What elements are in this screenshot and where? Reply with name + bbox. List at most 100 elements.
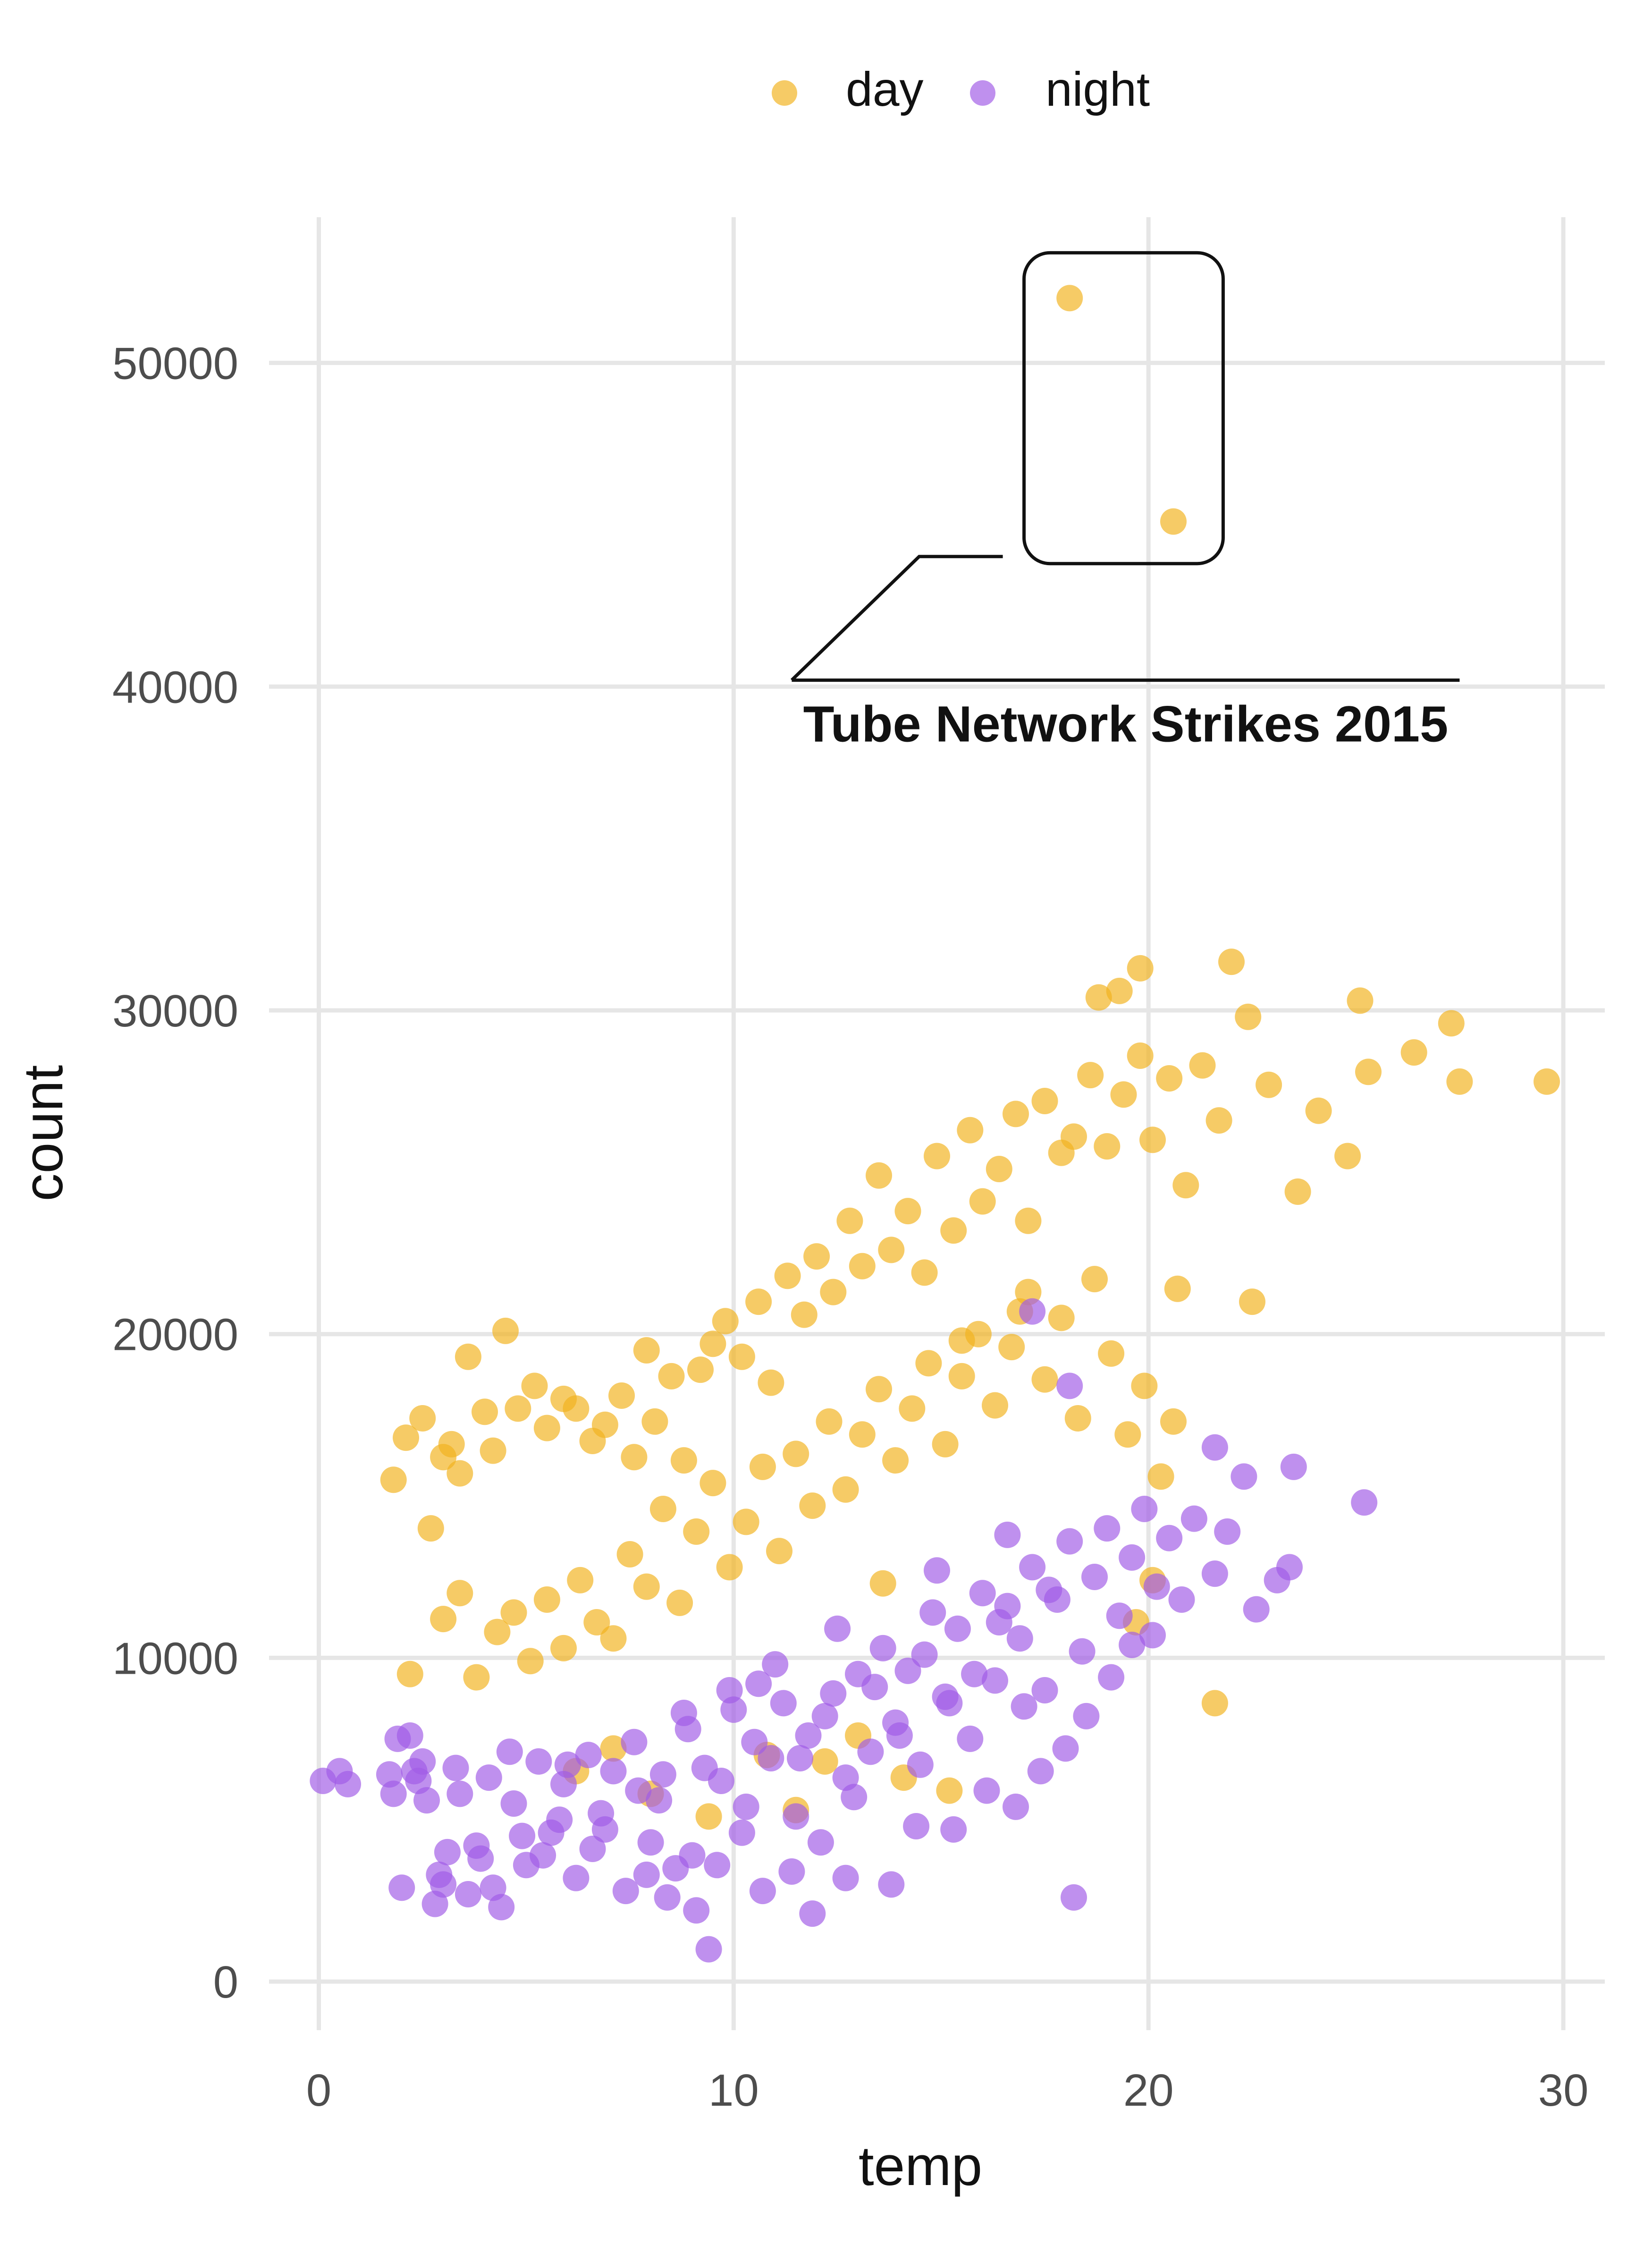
data-point-night xyxy=(335,1771,361,1797)
data-point-night xyxy=(1214,1518,1241,1545)
data-point-day xyxy=(447,1580,473,1607)
data-point-day xyxy=(936,1777,963,1804)
data-point-night xyxy=(832,1864,859,1891)
data-point-night xyxy=(509,1822,536,1849)
data-point-day xyxy=(1081,1266,1108,1293)
data-point-day xyxy=(1048,1305,1075,1331)
data-point-night xyxy=(886,1722,913,1749)
data-point-night xyxy=(563,1864,590,1891)
data-point-night xyxy=(442,1754,469,1781)
data-point-night xyxy=(919,1599,946,1626)
data-point-night xyxy=(447,1780,473,1807)
data-point-day xyxy=(409,1405,436,1432)
legend-day-marker xyxy=(772,80,797,106)
data-point-night xyxy=(637,1829,664,1856)
data-point-day xyxy=(1400,1039,1427,1066)
data-point-day xyxy=(728,1343,755,1370)
data-point-night xyxy=(869,1635,896,1661)
data-point-day xyxy=(1446,1068,1473,1095)
data-point-day xyxy=(940,1217,967,1244)
data-point-night xyxy=(683,1897,710,1924)
data-point-day xyxy=(608,1382,635,1409)
data-point-day xyxy=(649,1496,676,1522)
data-point-day xyxy=(1205,1107,1232,1134)
data-point-night xyxy=(1231,1463,1257,1490)
y-tick-label: 10000 xyxy=(112,1633,238,1684)
y-tick-label: 40000 xyxy=(112,662,238,712)
data-point-day xyxy=(621,1444,648,1471)
data-point-day xyxy=(1061,1123,1087,1150)
legend-day-label: day xyxy=(846,62,923,116)
data-point-day xyxy=(1015,1207,1042,1234)
data-point-day xyxy=(1355,1059,1382,1085)
data-point-day xyxy=(766,1538,792,1565)
data-point-day xyxy=(712,1308,739,1335)
data-point-day xyxy=(1127,1042,1154,1069)
data-point-night xyxy=(475,1764,502,1791)
data-point-night xyxy=(894,1657,921,1684)
data-point-day xyxy=(849,1253,876,1279)
data-point-night xyxy=(733,1793,759,1820)
data-point-night xyxy=(799,1900,826,1927)
data-point-day xyxy=(396,1660,423,1687)
data-point-night xyxy=(621,1728,648,1755)
data-point-day xyxy=(1347,987,1374,1014)
data-point-night xyxy=(1019,1298,1046,1325)
data-point-night xyxy=(646,1787,673,1814)
data-point-day xyxy=(758,1369,784,1396)
data-point-night xyxy=(430,1871,457,1898)
data-points xyxy=(310,285,1560,1963)
data-point-day xyxy=(1131,1372,1158,1399)
data-point-day xyxy=(1064,1405,1091,1432)
data-point-night xyxy=(749,1878,776,1905)
annotation-label: Tube Network Strikes 2015 xyxy=(803,695,1449,753)
data-point-night xyxy=(1036,1576,1062,1603)
data-point-night xyxy=(936,1690,963,1717)
data-point-night xyxy=(525,1748,552,1775)
data-point-night xyxy=(1351,1489,1378,1516)
data-point-night xyxy=(1119,1544,1146,1571)
data-point-night xyxy=(554,1751,581,1778)
data-point-night xyxy=(1069,1638,1096,1665)
data-point-day xyxy=(849,1421,876,1448)
data-point-day xyxy=(447,1460,473,1487)
data-point-night xyxy=(463,1832,490,1859)
data-point-night xyxy=(612,1878,639,1905)
data-point-night xyxy=(625,1777,652,1804)
data-point-night xyxy=(1106,1602,1133,1629)
data-point-day xyxy=(965,1321,992,1347)
data-point-night xyxy=(728,1819,755,1846)
data-point-day xyxy=(749,1453,776,1480)
annotation: Tube Network Strikes 2015 xyxy=(790,251,1460,753)
data-point-day xyxy=(380,1466,407,1493)
data-point-day xyxy=(550,1635,577,1661)
data-point-day xyxy=(911,1259,938,1286)
data-point-night xyxy=(1073,1703,1100,1729)
data-point-night xyxy=(807,1829,834,1856)
data-point-night xyxy=(1019,1554,1046,1581)
data-point-night xyxy=(741,1728,768,1755)
data-point-night xyxy=(1011,1693,1037,1720)
data-point-day xyxy=(1160,1408,1187,1435)
data-point-day xyxy=(774,1262,801,1289)
data-point-night xyxy=(762,1651,789,1678)
data-point-day xyxy=(505,1395,531,1422)
legend-night-label: night xyxy=(1045,62,1150,116)
data-point-night xyxy=(982,1667,1008,1694)
data-point-night xyxy=(795,1722,822,1749)
data-point-night xyxy=(783,1803,809,1830)
data-point-night xyxy=(924,1557,950,1584)
data-point-night xyxy=(413,1787,440,1814)
data-point-day xyxy=(1218,949,1245,975)
data-point-night xyxy=(591,1816,618,1843)
data-point-night xyxy=(500,1790,527,1817)
data-point-day xyxy=(924,1143,950,1169)
data-point-day xyxy=(1147,1463,1174,1490)
data-point-day xyxy=(591,1411,618,1438)
data-point-day xyxy=(915,1350,942,1377)
data-point-night xyxy=(691,1754,718,1781)
data-point-day xyxy=(832,1476,859,1503)
data-point-night xyxy=(1027,1758,1054,1785)
data-point-day xyxy=(1031,1088,1058,1114)
